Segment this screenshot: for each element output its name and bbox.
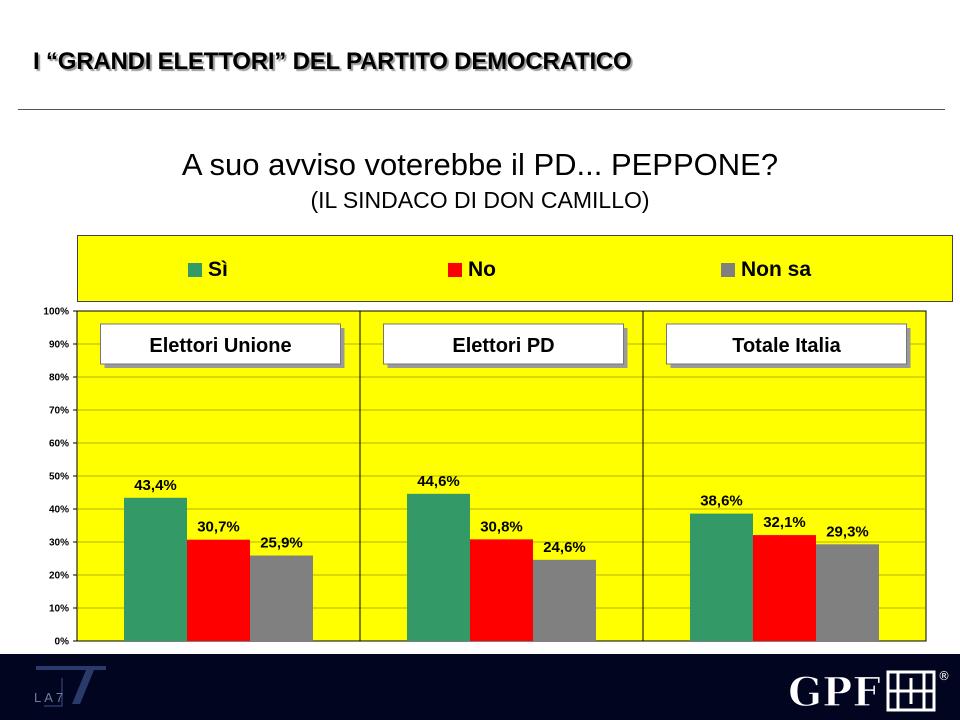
y-tick-label: 60%	[49, 439, 69, 450]
y-tick-label: 50%	[49, 472, 69, 483]
category-box	[383, 323, 624, 365]
bar-chart: 0% 10% 20% 30% 40% 50% 60% 70% 80% 90% 100% Elettor…	[43, 307, 927, 648]
bar-si	[690, 513, 753, 641]
legend-swatch-si	[188, 263, 202, 277]
y-tick-label: 20%	[49, 571, 69, 582]
chart-title: A suo avviso voterebbe il PD... PEPPONE?	[181, 147, 779, 182]
legend-label-no: No	[468, 258, 496, 281]
registered-mark: ®	[938, 669, 950, 683]
legend-label-non-sa: Non sa	[741, 258, 812, 281]
bar-non-sa	[533, 559, 596, 641]
gpf-logo: GPF ®	[787, 668, 950, 716]
legend-item-si: Sì	[188, 258, 228, 282]
gpf-text: GPF	[788, 669, 881, 716]
y-tick-label: 30%	[49, 538, 69, 549]
legend-swatch-no	[448, 263, 462, 277]
bar-no	[470, 539, 533, 641]
category-label: Totale Italia	[732, 335, 841, 357]
bar-value-label: 44,6%	[417, 473, 460, 490]
chart-subtitle: (IL SINDACO DI DON CAMILLO)	[310, 187, 650, 213]
la7-text: LA7	[34, 690, 66, 705]
bar-value-label: 38,6%	[700, 493, 743, 510]
bar-no	[187, 539, 250, 641]
bar-non-sa	[816, 544, 879, 641]
y-tick-label: 90%	[49, 340, 69, 351]
slide-title: I “GRANDI ELETTORI” DEL PARTITO DEMOCRAT…	[33, 48, 632, 75]
bar-value-label: 24,6%	[543, 539, 586, 556]
y-tick-label: 80%	[49, 373, 69, 384]
bar-value-label: 29,3%	[826, 523, 869, 540]
bar-value-label: 25,9%	[260, 535, 303, 552]
y-tick-label: 40%	[49, 505, 69, 516]
legend-item-no: No	[448, 258, 496, 282]
la7-logo: LA7	[34, 666, 106, 707]
legend-swatch-non-sa	[721, 263, 735, 277]
bar-no	[753, 535, 816, 641]
y-tick-label: 70%	[49, 406, 69, 417]
y-tick-label: 100%	[43, 307, 69, 318]
bar-value-label: 30,8%	[480, 518, 523, 535]
y-tick-label: 10%	[49, 604, 69, 615]
bar-si	[407, 493, 470, 641]
chart-legend: Sì No Non sa	[77, 235, 953, 302]
category-box	[666, 323, 907, 365]
bar-si	[124, 497, 187, 641]
category-label: Elettori Unione	[149, 335, 291, 357]
category-label: Elettori PD	[452, 335, 554, 357]
title-divider	[18, 109, 945, 110]
legend-item-non-sa: Non sa	[721, 258, 811, 282]
bar-value-label: 32,1%	[763, 514, 806, 531]
bar-non-sa	[250, 555, 313, 641]
bar-value-label: 43,4%	[134, 477, 177, 494]
footer-bar: LA7 GPF ®	[0, 654, 960, 720]
category-box	[100, 323, 341, 365]
legend-label-si: Sì	[208, 258, 228, 281]
y-tick-label: 0%	[55, 637, 70, 648]
bar-value-label: 30,7%	[197, 519, 240, 536]
